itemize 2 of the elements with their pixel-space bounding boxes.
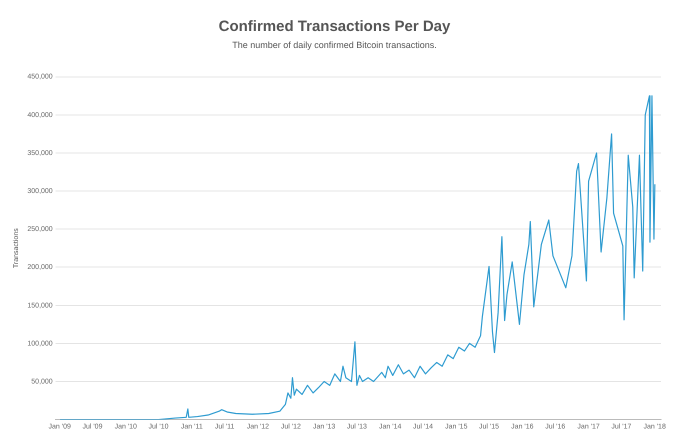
chart-title: Confirmed Transactions Per Day xyxy=(218,18,452,36)
chart-subtitle: The number of daily confirmed Bitcoin transactions. xyxy=(232,40,437,50)
